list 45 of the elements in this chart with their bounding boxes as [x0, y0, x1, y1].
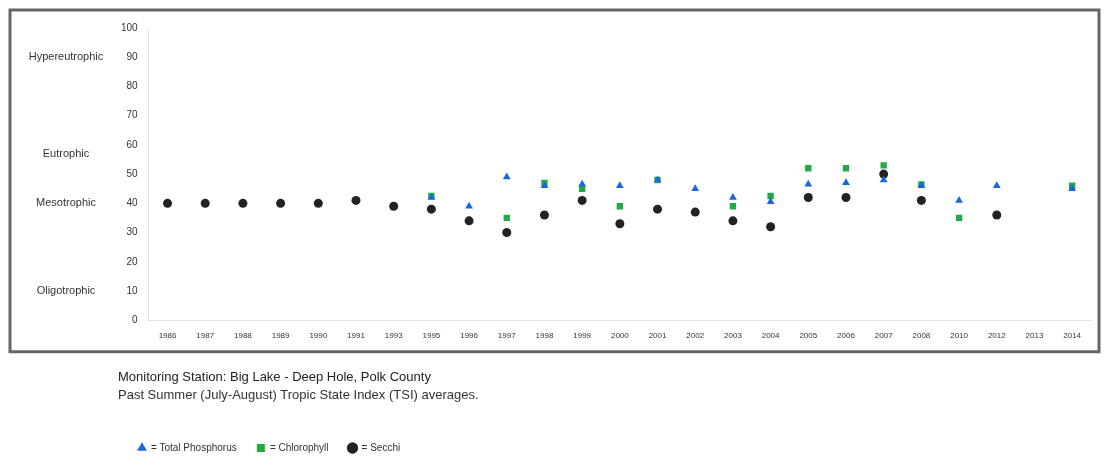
x-tick-label: 1998 — [535, 331, 554, 341]
text: Past Summer (July-August) Tropic State Index (TSI) averages. — [118, 386, 479, 402]
x-tick-label: 2010 — [950, 331, 969, 341]
text: Monitoring Station: Big Lake - Deep Hole, Polk County — [118, 369, 432, 385]
x-tick-label: 2014 — [1063, 331, 1082, 341]
text: Eutrophic — [42, 146, 90, 159]
x-tick-label: 2003 — [724, 331, 743, 341]
y-tick-label: 30 — [126, 226, 139, 238]
x-tick-label: 1996 — [460, 331, 479, 341]
y-tick-label: 80 — [126, 80, 139, 92]
text: Mesotrophic — [36, 196, 97, 209]
text: Hypereutrophic — [28, 50, 104, 63]
x-tick-label: 1989 — [271, 331, 291, 341]
x-tick-label: 2001 — [648, 331, 667, 341]
x-tick-label: 2000 — [610, 331, 630, 341]
y-tick-label: 40 — [126, 197, 139, 209]
x-tick-label: 2002 — [686, 331, 705, 341]
x-tick-label: 1993 — [384, 331, 404, 341]
x-tick-label: 2007 — [874, 331, 894, 341]
y-tick-label: 60 — [126, 138, 139, 150]
x-tick-label: 1999 — [573, 331, 592, 341]
y-tick-label: 70 — [126, 109, 139, 121]
legend-label: = Total Phosphorus — [151, 441, 237, 453]
y-tick-label: 100 — [121, 21, 139, 33]
x-tick-label: 2008 — [912, 331, 931, 341]
x-tick-label: 1987 — [196, 331, 215, 341]
x-tick-label: 1990 — [309, 331, 328, 341]
y-tick-label: 10 — [126, 284, 139, 296]
x-tick-label: 2013 — [1025, 331, 1044, 341]
legend-label: = Secchi — [361, 441, 401, 453]
y-tick-label: 20 — [126, 255, 139, 267]
x-tick-label: 2005 — [799, 331, 818, 341]
x-tick-label: 1995 — [422, 331, 441, 341]
x-tick-label: 2004 — [761, 331, 781, 341]
x-tick-label: 2012 — [987, 331, 1007, 341]
x-tick-label: 2006 — [837, 331, 856, 341]
text: Oligotrophic — [36, 284, 96, 297]
x-tick-label: 1991 — [347, 331, 366, 341]
y-tick-label: 90 — [126, 50, 139, 62]
y-tick-label: 50 — [126, 167, 139, 179]
legend-label: = Chlorophyll — [269, 441, 329, 453]
x-tick-label: 1988 — [234, 331, 253, 341]
x-tick-label: 1986 — [158, 331, 177, 341]
x-tick-label: 1997 — [497, 331, 517, 341]
y-tick-label: 0 — [132, 313, 139, 325]
